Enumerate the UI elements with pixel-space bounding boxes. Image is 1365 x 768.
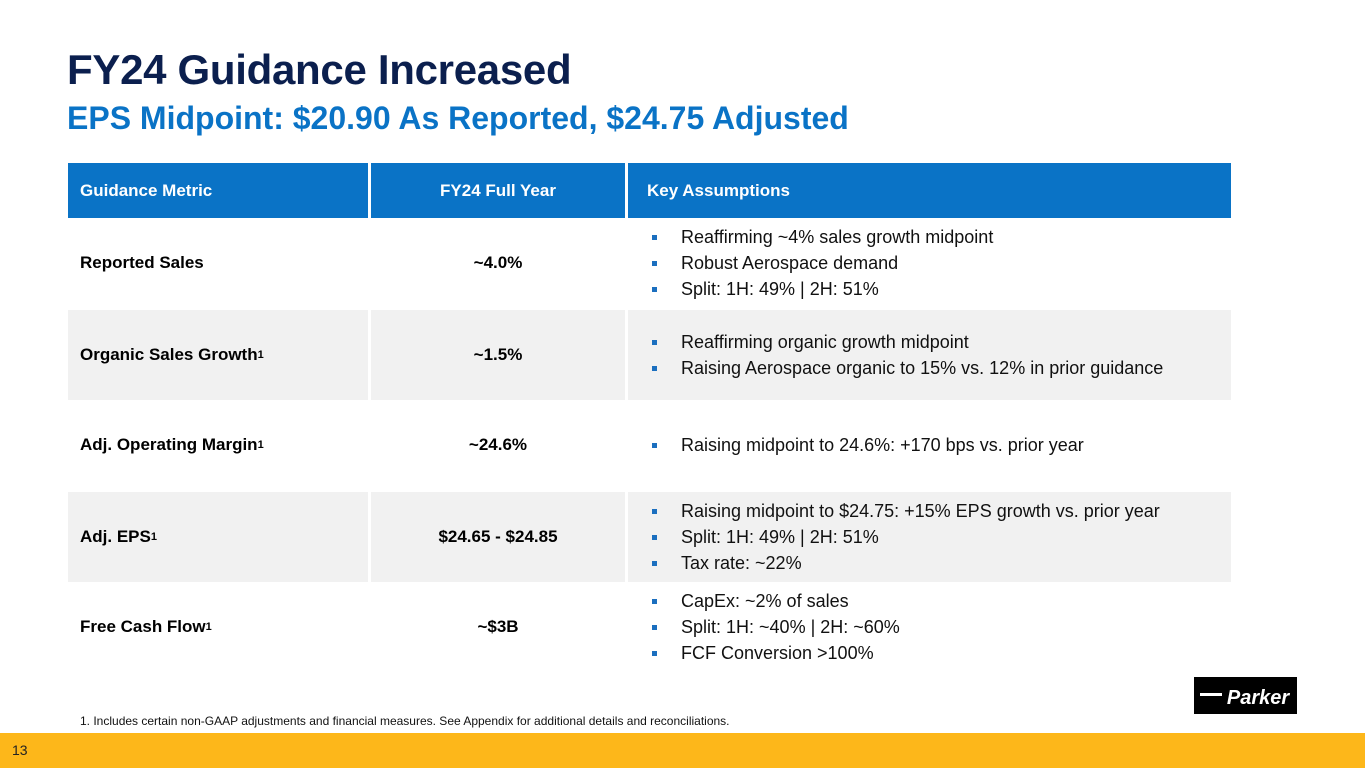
value-cell: ~$3B: [477, 617, 519, 636]
list-item: Raising midpoint to 24.6%: +170 bps vs. …: [650, 432, 1084, 458]
bullet-square-icon: [652, 366, 657, 371]
table-row: Adj. EPS 1 $24.65 - $24.85 Raising midpoi…: [68, 492, 1231, 582]
value-cell: ~24.6%: [468, 435, 528, 454]
value-cell: ~1.5%: [371, 310, 625, 400]
assumption-text: Raising Aerospace organic to 15% vs. 12%…: [681, 358, 1164, 378]
list-item: Split: 1H: ~40% | 2H: ~60%: [650, 614, 900, 640]
list-item: Tax rate: ~22%: [650, 550, 1160, 576]
list-item: FCF Conversion >100%: [650, 640, 900, 666]
list-item: Robust Aerospace demand: [650, 250, 993, 276]
assumption-text: Reaffirming ~4% sales growth midpoint: [681, 227, 994, 247]
assumptions-cell: Reaffirming organic growth midpoint Rais…: [628, 310, 1231, 400]
list-item: Raising midpoint to $24.75: +15% EPS gro…: [650, 498, 1160, 524]
bullet-square-icon: [652, 509, 657, 514]
bullet-square-icon: [652, 651, 657, 656]
guidance-table: Guidance Metric FY24 Full Year Key Assum…: [68, 163, 1231, 672]
bullet-square-icon: [652, 443, 657, 448]
value-cell: ~4.0%: [473, 253, 523, 272]
assumption-text: Reaffirming organic growth midpoint: [681, 332, 969, 352]
list-item: Reaffirming ~4% sales growth midpoint: [650, 224, 993, 250]
metric-label: Adj. Operating Margin: [80, 435, 258, 454]
assumption-text: Split: 1H: 49% | 2H: 51%: [681, 279, 879, 299]
metric-cell: Reported Sales: [68, 218, 368, 308]
list-item: Split: 1H: 49% | 2H: 51%: [650, 276, 993, 302]
column-header-fy24: FY24 Full Year: [371, 163, 625, 218]
metric-cell: Adj. Operating Margin 1: [80, 435, 264, 454]
bullet-square-icon: [652, 561, 657, 566]
assumptions-cell: Raising midpoint to 24.6%: +170 bps vs. …: [628, 400, 1231, 490]
slide-title: FY24 Guidance Increased: [67, 46, 572, 93]
assumption-text: FCF Conversion >100%: [681, 643, 874, 663]
metric-label: Free Cash Flow: [80, 617, 206, 636]
bullet-square-icon: [652, 599, 657, 604]
assumptions-list: Reaffirming organic growth midpoint Rais…: [650, 329, 1163, 381]
assumption-text: Split: 1H: ~40% | 2H: ~60%: [681, 617, 900, 637]
table-row: Organic Sales Growth 1 ~1.5% Reaffirming …: [68, 310, 1231, 400]
metric-label: Reported Sales: [80, 253, 204, 272]
assumption-text: Raising midpoint to 24.6%: +170 bps vs. …: [681, 435, 1084, 455]
value-cell: $24.65 - $24.85: [371, 492, 625, 582]
bullet-square-icon: [652, 535, 657, 540]
assumptions-cell: Reaffirming ~4% sales growth midpoint Ro…: [628, 218, 1231, 308]
bullet-square-icon: [652, 261, 657, 266]
bullet-square-icon: [652, 287, 657, 292]
assumption-text: Raising midpoint to $24.75: +15% EPS gro…: [681, 501, 1160, 521]
table-row: Free Cash Flow 1 ~$3B CapEx: ~2% of sales…: [68, 582, 1231, 672]
slide-subtitle: EPS Midpoint: $20.90 As Reported, $24.75…: [67, 100, 849, 136]
bullet-square-icon: [652, 340, 657, 345]
footer-bar: 13: [0, 733, 1365, 768]
metric-cell: Adj. EPS 1: [68, 492, 368, 582]
assumption-text: Tax rate: ~22%: [681, 553, 802, 573]
list-item: CapEx: ~2% of sales: [650, 588, 900, 614]
assumption-text: CapEx: ~2% of sales: [681, 591, 849, 611]
assumptions-list: Raising midpoint to 24.6%: +170 bps vs. …: [650, 432, 1084, 458]
metric-label: Organic Sales Growth: [80, 345, 258, 364]
list-item: Reaffirming organic growth midpoint: [650, 329, 1163, 355]
column-header-metric: Guidance Metric: [68, 163, 368, 218]
page-number: 13: [12, 742, 28, 758]
table-header-row: Guidance Metric FY24 Full Year Key Assum…: [68, 163, 1231, 218]
assumptions-cell: Raising midpoint to $24.75: +15% EPS gro…: [628, 492, 1231, 582]
logo-text: Parker: [1227, 687, 1290, 709]
assumptions-list: Reaffirming ~4% sales growth midpoint Ro…: [650, 224, 993, 302]
list-item: Raising Aerospace organic to 15% vs. 12%…: [650, 355, 1163, 381]
footnote-text: 1. Includes certain non-GAAP adjustments…: [80, 714, 730, 728]
assumptions-cell: CapEx: ~2% of sales Split: 1H: ~40% | 2H…: [628, 582, 1231, 672]
column-header-assumptions: Key Assumptions: [628, 163, 1231, 218]
table-row: Adj. Operating Margin 1 ~24.6% Raising mi…: [68, 400, 1231, 490]
assumptions-list: Raising midpoint to $24.75: +15% EPS gro…: [650, 498, 1160, 576]
metric-cell: Free Cash Flow 1: [80, 617, 212, 636]
table-row: Reported Sales ~4.0% Reaffirming ~4% sal…: [68, 218, 1231, 308]
list-item: Split: 1H: 49% | 2H: 51%: [650, 524, 1160, 550]
assumption-text: Robust Aerospace demand: [681, 253, 899, 273]
assumptions-list: CapEx: ~2% of sales Split: 1H: ~40% | 2H…: [650, 588, 900, 666]
bullet-square-icon: [652, 235, 657, 240]
metric-label: Adj. EPS: [80, 527, 151, 546]
assumption-text: Split: 1H: 49% | 2H: 51%: [681, 527, 879, 547]
metric-cell: Organic Sales Growth 1: [68, 310, 368, 400]
parker-logo-icon: Parker: [1194, 677, 1297, 714]
bullet-square-icon: [652, 625, 657, 630]
